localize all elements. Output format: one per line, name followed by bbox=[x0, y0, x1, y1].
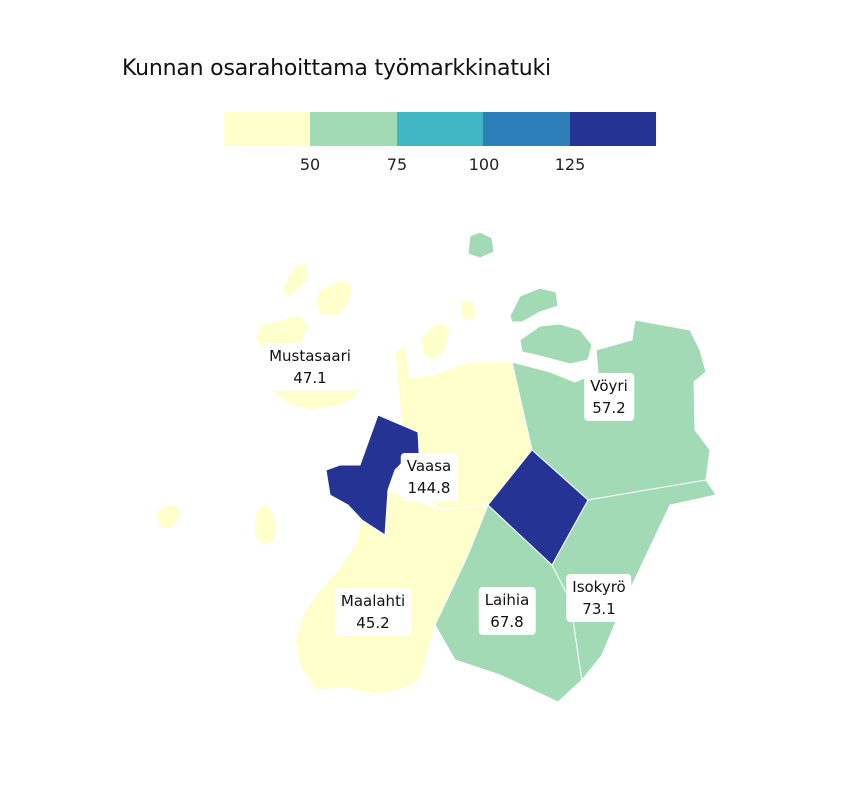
label-value: 47.1 bbox=[293, 369, 327, 387]
label-maalahti: Maalahti 45.2 bbox=[334, 588, 412, 636]
label-vaasa: Vaasa 144.8 bbox=[400, 453, 458, 501]
label-value: 144.8 bbox=[407, 479, 451, 497]
label-value: 67.8 bbox=[490, 613, 524, 631]
label-value: 57.2 bbox=[592, 399, 626, 417]
legend-swatch-1 bbox=[224, 112, 311, 146]
legend-swatch-2 bbox=[310, 112, 397, 146]
label-name: Isokyrö bbox=[572, 578, 626, 596]
legend-swatch-4 bbox=[483, 112, 570, 146]
label-name: Maalahti bbox=[340, 592, 406, 610]
region-mustasaari[interactable] bbox=[155, 261, 533, 547]
label-name: Vöyri bbox=[590, 377, 628, 395]
label-name: Mustasaari bbox=[269, 347, 351, 365]
legend-tick-75: 75 bbox=[386, 155, 408, 174]
label-voyri: Vöyri 57.2 bbox=[584, 373, 634, 421]
label-laihia: Laihia 67.8 bbox=[478, 587, 536, 635]
legend-tick-50: 50 bbox=[299, 155, 321, 174]
color-legend bbox=[224, 112, 657, 146]
label-value: 45.2 bbox=[356, 614, 390, 632]
region-vaasa[interactable] bbox=[325, 414, 589, 566]
label-name: Vaasa bbox=[406, 457, 452, 475]
label-isokyro: Isokyrö 73.1 bbox=[566, 574, 632, 622]
label-mustasaari: Mustasaari 47.1 bbox=[263, 343, 357, 391]
legend-swatch-5 bbox=[569, 112, 657, 146]
legend-tick-100: 100 bbox=[468, 155, 500, 174]
legend-swatch-3 bbox=[396, 112, 484, 146]
label-value: 73.1 bbox=[582, 600, 616, 618]
chart-title: Kunnan osarahoittama työmarkkinatuki bbox=[122, 56, 551, 81]
legend-tick-125: 125 bbox=[554, 155, 586, 174]
label-name: Laihia bbox=[484, 591, 530, 609]
